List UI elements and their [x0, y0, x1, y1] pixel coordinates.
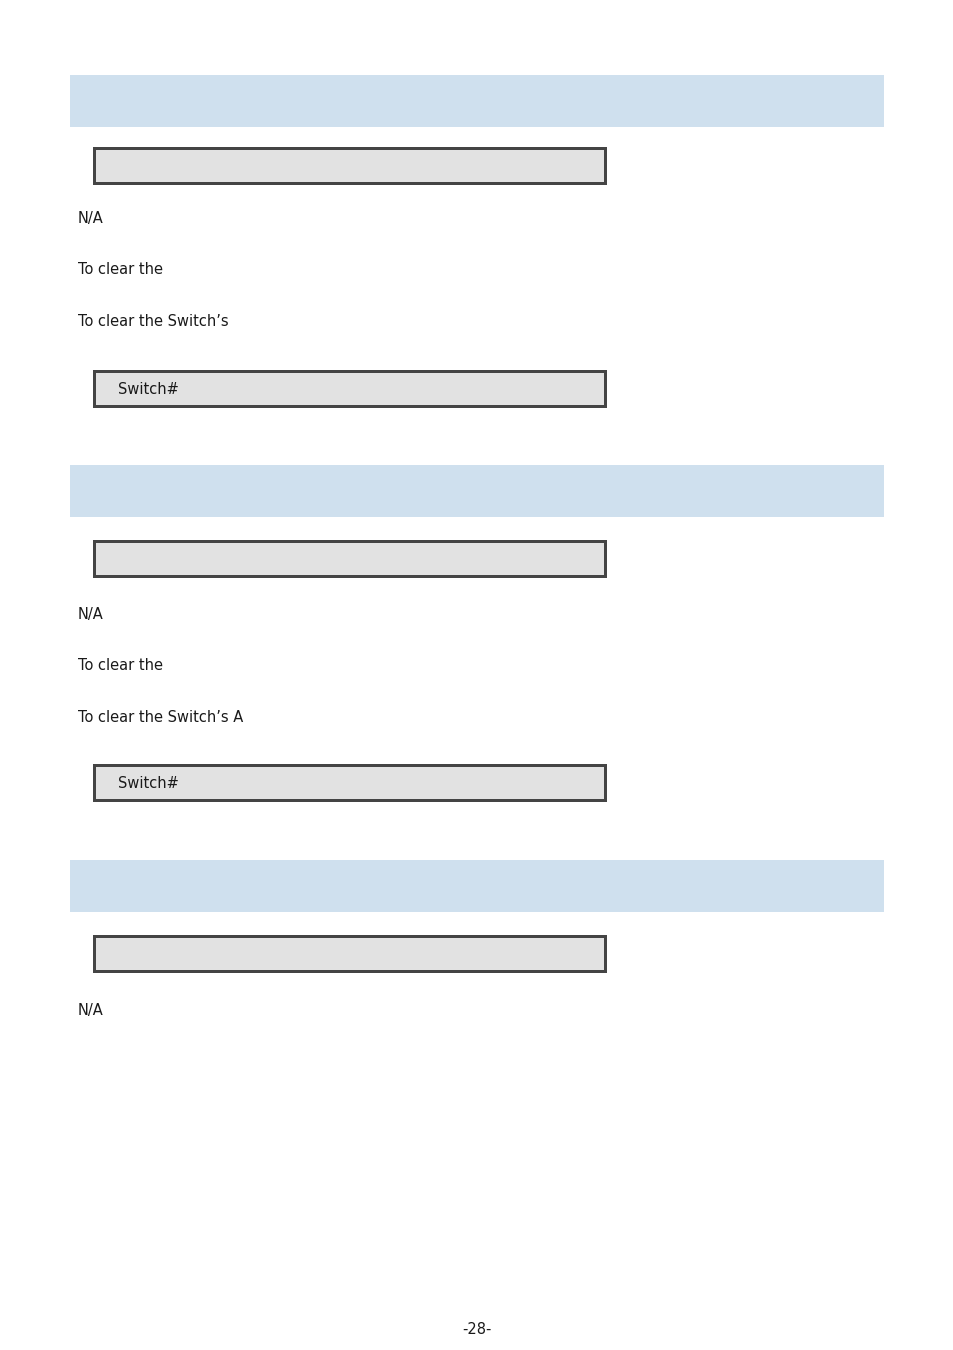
- Bar: [92, 764, 606, 802]
- Bar: [96, 543, 603, 575]
- Bar: [96, 938, 603, 971]
- Bar: [92, 540, 606, 578]
- Text: To clear the: To clear the: [78, 657, 163, 672]
- Bar: [70, 76, 883, 127]
- Text: -28-: -28-: [462, 1323, 491, 1338]
- Bar: [96, 373, 603, 405]
- Bar: [70, 464, 883, 517]
- Bar: [92, 936, 606, 973]
- Text: N/A: N/A: [78, 1003, 104, 1018]
- Text: To clear the: To clear the: [78, 262, 163, 278]
- Bar: [70, 860, 883, 913]
- Bar: [92, 370, 606, 408]
- Bar: [92, 147, 606, 185]
- Text: Switch#: Switch#: [118, 382, 179, 397]
- Text: To clear the Switch’s A: To clear the Switch’s A: [78, 710, 243, 725]
- Text: N/A: N/A: [78, 211, 104, 225]
- Text: N/A: N/A: [78, 608, 104, 622]
- Bar: [96, 767, 603, 799]
- Text: To clear the Switch’s: To clear the Switch’s: [78, 315, 229, 329]
- Text: Switch#: Switch#: [118, 775, 179, 791]
- Bar: [96, 150, 603, 182]
